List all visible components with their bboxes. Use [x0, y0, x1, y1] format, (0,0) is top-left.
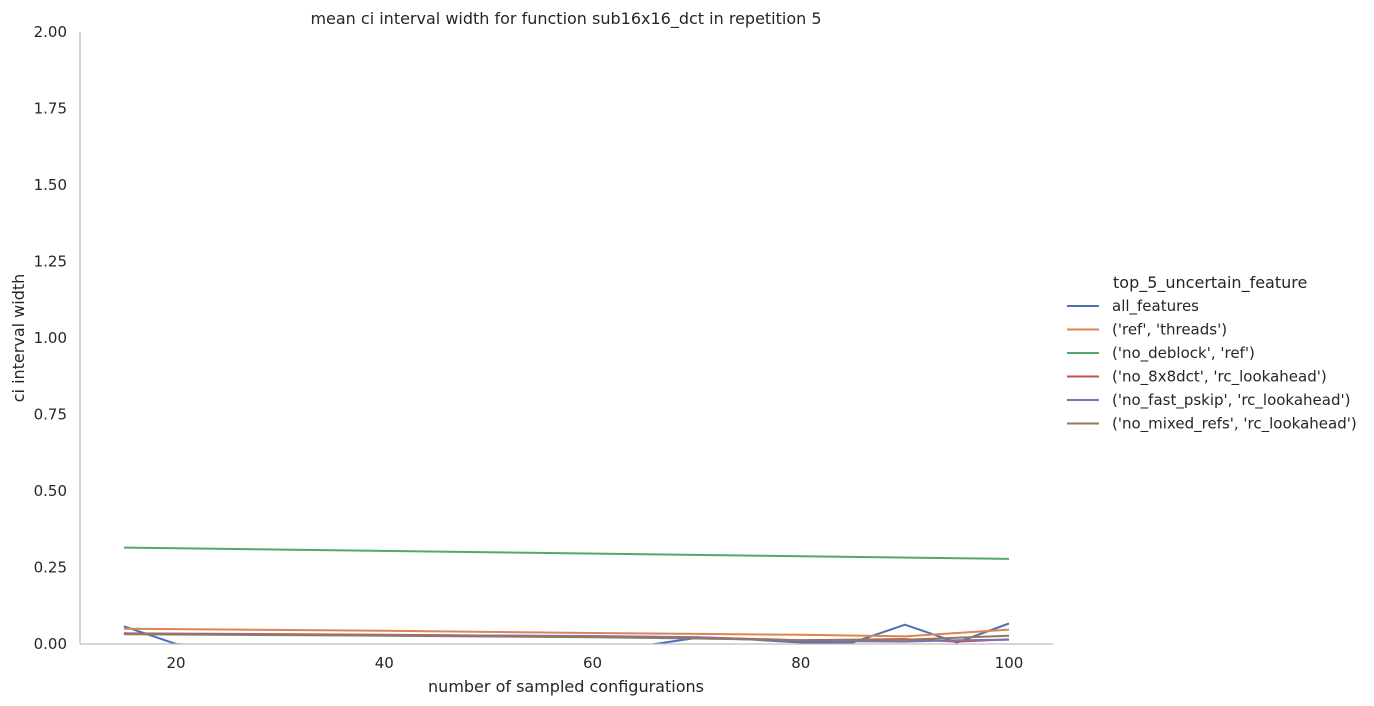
x-tick-labels: 20 40 60 80 100: [166, 654, 1023, 672]
legend: top_5_uncertain_feature all_features ('re…: [1067, 273, 1357, 434]
x-axis-title: number of sampled configurations: [428, 677, 704, 696]
y-tick-labels: 0.00 0.25 0.50 0.75 1.00 1.25 1.50 1.75 2.00: [34, 23, 67, 653]
chart-title: mean ci interval width for function sub1…: [310, 9, 821, 29]
x-tick-label: 40: [375, 654, 394, 672]
y-tick-label: 0.50: [34, 482, 67, 500]
y-tick-label: 1.50: [34, 176, 67, 194]
x-tick-label: 60: [583, 654, 602, 672]
legend-label: ('no_fast_pskip', 'rc_lookahead'): [1112, 391, 1350, 410]
legend-label: ('ref', 'threads'): [1112, 321, 1227, 339]
y-tick-label: 0.00: [34, 635, 67, 653]
y-tick-label: 2.00: [34, 23, 67, 41]
x-tick-label: 100: [995, 654, 1024, 672]
series-line-5: [123, 633, 1010, 642]
series-line-1: [123, 627, 1010, 638]
y-axis-title: ci interval width: [9, 274, 28, 403]
legend-label: ('no_8x8dct', 'rc_lookahead'): [1112, 368, 1327, 387]
legend-label: ('no_mixed_refs', 'rc_lookahead'): [1112, 415, 1357, 434]
y-tick-label: 1.25: [34, 253, 67, 271]
y-tick-label: 0.75: [34, 406, 67, 424]
y-tick-label: 1.75: [34, 100, 67, 118]
x-tick-label: 80: [791, 654, 810, 672]
y-tick-label: 0.25: [34, 559, 67, 577]
plot-area: [123, 546, 1010, 644]
legend-label: all_features: [1112, 297, 1199, 316]
y-tick-label: 1.00: [34, 329, 67, 347]
x-tick-label: 20: [166, 654, 185, 672]
legend-label: ('no_deblock', 'ref'): [1112, 344, 1255, 363]
legend-title: top_5_uncertain_feature: [1113, 273, 1307, 293]
series-line-2: [123, 546, 1010, 560]
